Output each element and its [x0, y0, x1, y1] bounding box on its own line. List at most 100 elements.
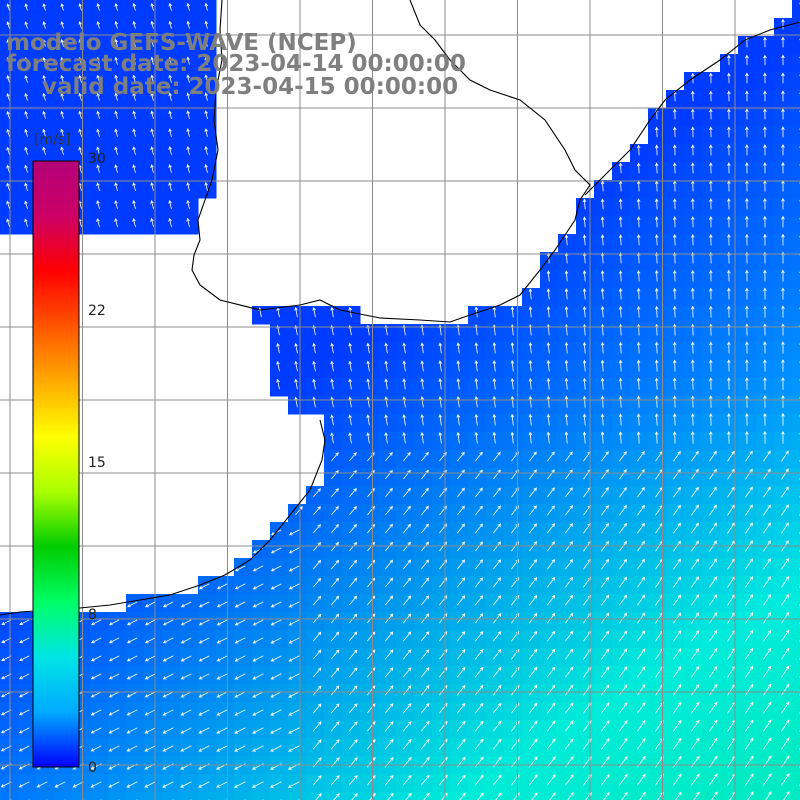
wind-arrow — [312, 721, 322, 732]
wind-arrow — [672, 251, 677, 264]
wind-arrow — [727, 486, 735, 498]
wind-arrow — [420, 756, 430, 768]
wind-arrow — [234, 673, 246, 680]
wind-arrow — [672, 701, 682, 714]
wind-arrow — [709, 504, 717, 516]
wind-cell — [792, 36, 800, 55]
wind-arrow — [564, 666, 574, 678]
wind-arrow — [96, 146, 100, 155]
wind-arrow — [132, 56, 136, 65]
wind-arrow — [6, 39, 10, 47]
wind-arrow — [403, 577, 412, 588]
wind-arrow — [636, 377, 641, 390]
wind-arrow — [456, 720, 466, 732]
wind-arrow — [269, 781, 282, 788]
wind-arrow — [546, 359, 551, 372]
wind-arrow — [108, 619, 120, 626]
wind-arrow — [708, 594, 718, 606]
wind-arrow — [348, 414, 352, 426]
wind-arrow — [547, 523, 555, 534]
wind-arrow — [708, 431, 713, 444]
wind-arrow — [384, 685, 394, 696]
wind-arrow — [492, 595, 502, 606]
wind-arrow — [108, 727, 120, 734]
wind-arrow — [528, 413, 533, 426]
wind-arrow — [762, 647, 772, 660]
wind-arrow — [60, 146, 64, 155]
wind-arrow — [546, 702, 556, 714]
wind-arrow — [96, 3, 100, 11]
wind-arrow — [331, 595, 340, 606]
wind-arrow — [150, 199, 154, 209]
wind-arrow — [636, 431, 641, 444]
wind-cell — [378, 792, 397, 800]
wind-arrow — [672, 395, 677, 408]
wind-arrow — [366, 703, 376, 714]
wind-arrow — [126, 709, 138, 716]
wind-arrow — [673, 468, 681, 480]
wind-arrow — [24, 128, 28, 137]
wind-arrow — [108, 655, 120, 662]
wind-arrow — [438, 414, 442, 426]
wind-arrow — [690, 377, 695, 390]
wind-arrow — [270, 565, 282, 572]
wind-arrow — [618, 305, 623, 318]
wind-arrow — [402, 396, 406, 408]
wind-arrow — [330, 685, 340, 696]
wind-arrow — [654, 395, 659, 408]
wind-arrow — [601, 487, 609, 498]
wind-arrow — [528, 377, 533, 390]
wind-arrow — [186, 92, 190, 101]
wind-arrow — [384, 595, 394, 606]
wind-arrow — [493, 451, 501, 462]
wind-arrow — [312, 739, 322, 750]
wind-arrow — [270, 673, 282, 680]
colorbar-tick-0: 0 — [88, 760, 97, 776]
wind-arrow — [24, 200, 28, 209]
wind-arrow — [618, 684, 628, 696]
wind-arrow — [420, 432, 424, 444]
wind-arrow — [19, 619, 30, 626]
wind-arrow — [780, 701, 790, 714]
wind-arrow — [546, 306, 551, 318]
wind-arrow — [420, 360, 424, 372]
wind-arrow — [781, 341, 785, 354]
wind-arrow — [315, 793, 322, 800]
wind-arrow — [690, 630, 700, 642]
wind-cell — [396, 792, 415, 800]
wind-arrow — [24, 110, 28, 119]
wind-arrow — [744, 773, 754, 786]
wind-arrow — [564, 270, 569, 282]
wind-arrow — [456, 396, 461, 408]
wind-cell — [792, 558, 800, 577]
wind-arrow — [186, 128, 190, 137]
wind-arrow — [312, 703, 322, 714]
wind-arrow — [600, 702, 610, 714]
wind-arrow — [90, 655, 102, 662]
wind-arrow — [294, 360, 298, 372]
wind-arrow — [763, 287, 767, 300]
wind-arrow — [96, 20, 100, 29]
wind-arrow — [780, 629, 790, 642]
wind-arrow — [565, 505, 573, 516]
wind-arrow — [474, 756, 484, 768]
wind-arrow — [78, 21, 82, 29]
wind-arrow — [331, 541, 340, 552]
wind-cell — [792, 648, 800, 667]
wind-arrow — [654, 287, 659, 300]
wind-arrow — [474, 702, 484, 714]
wind-arrow — [475, 577, 484, 588]
wind-arrow — [727, 54, 731, 66]
wind-arrow — [6, 110, 10, 119]
wind-arrow — [601, 451, 609, 462]
wind-arrow — [781, 54, 785, 66]
wind-arrow — [618, 287, 623, 300]
wind-cell — [792, 270, 800, 289]
wind-arrow — [420, 720, 430, 732]
wind-cell — [450, 792, 469, 800]
wind-arrow — [618, 413, 623, 426]
wind-arrow — [672, 755, 682, 768]
wind-arrow — [312, 360, 316, 372]
wind-arrow — [168, 2, 173, 11]
wind-cell — [792, 576, 800, 595]
